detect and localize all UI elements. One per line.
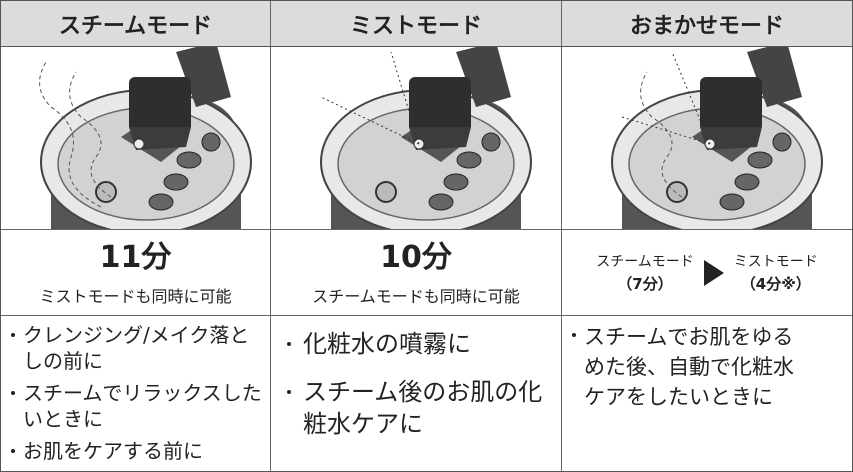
arrow — [703, 259, 724, 286]
step-time: （7分） — [617, 274, 673, 293]
illustration-cell — [271, 47, 562, 230]
duration-cell: 11分 ミストモードも同時に可能 — [1, 230, 271, 316]
column-header: おまかせモード — [562, 1, 852, 47]
steam-illustration — [39, 47, 252, 229]
uses-cell: スチームでお肌をゆるめた後、自動で化粧水ケアをしたいときに — [562, 316, 852, 471]
use-item: スチームでリラックスしたいときに — [11, 380, 262, 432]
uses-list: スチームでお肌をゆるめた後、自動で化粧水ケアをしたいときに — [562, 316, 852, 412]
duration-cell: スチームモード （7分） ミストモード （4分※） — [562, 230, 852, 316]
mist-illustration — [320, 47, 532, 229]
illustration-cell — [562, 47, 852, 230]
duration: 11分 — [99, 239, 172, 275]
column-header: スチームモード — [1, 1, 271, 47]
use-item: スチーム後のお肌の化粧水ケアに — [281, 376, 553, 440]
uses-list: クレンジング/メイク落としの前に スチームでリラックスしたいときに お肌をケアす… — [1, 316, 270, 464]
use-item: 化粧水の噴霧に — [281, 328, 553, 360]
uses-cell: 化粧水の噴霧に スチーム後のお肌の化粧水ケアに — [271, 316, 562, 471]
auto-illustration — [611, 47, 823, 229]
duration-note: ミストモードも同時に可能 — [39, 286, 232, 306]
column-header: ミストモード — [271, 1, 562, 47]
step-mode: スチームモード — [596, 253, 694, 270]
illustration-cell — [1, 47, 271, 230]
use-item: スチームでお肌をゆるめた後、自動で化粧水ケアをしたいときに — [572, 322, 814, 412]
mode-sequence: スチームモード （7分） ミストモード （4分※） — [596, 251, 818, 295]
uses-cell: クレンジング/メイク落としの前に スチームでリラックスしたいときに お肌をケアす… — [1, 316, 271, 471]
sequence-step: ミストモード （4分※） — [734, 251, 818, 295]
duration-note: スチームモードも同時に可能 — [312, 286, 520, 306]
uses-list: 化粧水の噴霧に スチーム後のお肌の化粧水ケアに — [271, 316, 561, 440]
sequence-step: スチームモード （7分） — [596, 251, 694, 295]
duration-cell: 10分 スチームモードも同時に可能 — [271, 230, 562, 316]
step-mode: ミストモード — [733, 253, 818, 270]
step-time: （4分※） — [740, 274, 811, 293]
duration: 10分 — [380, 239, 452, 275]
use-item: お肌をケアする前に — [11, 438, 262, 464]
use-item: クレンジング/メイク落としの前に — [11, 322, 262, 374]
